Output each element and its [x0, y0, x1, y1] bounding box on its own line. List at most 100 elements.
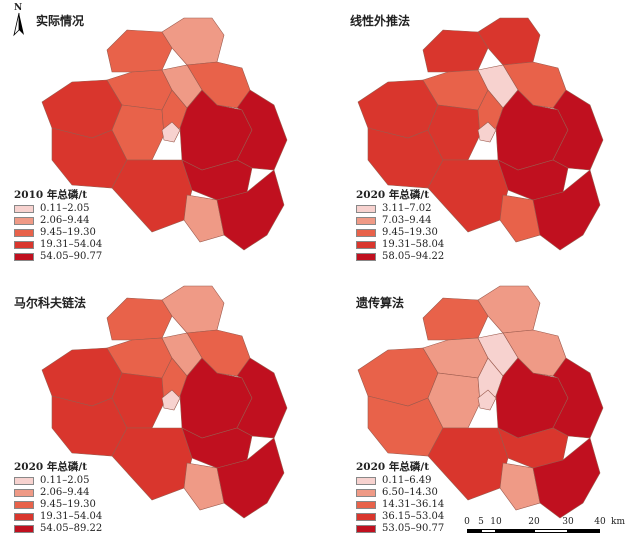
legend-label: 36.15–53.04 [382, 511, 445, 522]
legend-swatch [14, 488, 34, 497]
legend-item: 2.06–9.44 [14, 487, 102, 498]
legend-label: 54.05–89.22 [40, 523, 103, 534]
map-region [477, 121, 497, 143]
legend: 2020 年总磷/t 0.11–6.49 6.50–14.30 14.31–36… [356, 462, 444, 535]
legend-label: 7.03–9.44 [382, 215, 432, 226]
north-label: N [14, 3, 23, 13]
choropleth-map-linear [357, 17, 604, 251]
legend-item: 53.05–90.77 [356, 523, 444, 534]
map-region [236, 89, 288, 171]
map-regions [357, 285, 604, 519]
legend-swatch [356, 512, 376, 521]
legend-item: 9.45–19.30 [14, 499, 102, 510]
legend-swatch [356, 488, 376, 497]
scale-tick: 5 [478, 517, 484, 527]
map-region [552, 89, 604, 171]
map-region [499, 194, 541, 243]
map-panel-genetic: 遗传算法 2020 年总磷/t 0.11–6.49 6.50–14.30 14.… [316, 268, 632, 536]
map-region [477, 389, 497, 411]
scale-segment [481, 529, 496, 533]
legend-label: 58.05–94.22 [382, 251, 445, 262]
map-region [181, 159, 253, 201]
map-region [106, 29, 173, 73]
map-region [183, 194, 225, 243]
legend-swatch [356, 228, 376, 237]
legend-item: 19.31–54.04 [14, 511, 102, 522]
legend-swatch [356, 524, 376, 533]
north-arrow: N [12, 3, 26, 37]
map-panel-actual: N 实际情况 2010 年总磷/t 0.11–2.05 2.06–9.44 9.… [0, 0, 316, 268]
map-region [111, 427, 193, 501]
legend-label: 6.50–14.30 [382, 487, 438, 498]
scale-tick: 30 [562, 517, 574, 527]
legend-label: 14.31–36.14 [382, 499, 445, 510]
legend-swatch [356, 252, 376, 261]
map-region [161, 17, 225, 66]
scale-segment [534, 529, 568, 533]
scale-segment [496, 529, 534, 533]
legend-swatch [356, 476, 376, 485]
legend-title: 2010 年总磷/t [14, 189, 88, 201]
map-region [497, 159, 569, 201]
panel-title: 遗传算法 [356, 296, 405, 310]
map-region [532, 169, 601, 251]
panel-title: 线性外推法 [350, 14, 411, 28]
legend-title: 2020 年总磷/t [356, 461, 430, 473]
scale-segment [467, 529, 481, 533]
legend-label: 9.45–19.30 [40, 227, 96, 238]
legend-swatch [14, 500, 34, 509]
legend-swatch [14, 216, 34, 225]
scale-unit: km [611, 517, 625, 527]
legend-label: 0.11–6.49 [382, 475, 432, 486]
legend-label: 19.31–54.04 [40, 239, 103, 250]
legend-item: 58.05–94.22 [356, 251, 444, 262]
choropleth-map-markov [41, 285, 288, 519]
scale-tick: 40 [594, 517, 606, 527]
legend-swatch [14, 476, 34, 485]
legend-item: 19.31–54.04 [14, 239, 102, 250]
map-region [161, 121, 181, 143]
panel-title: 实际情况 [36, 14, 85, 28]
legend-swatch [356, 240, 376, 249]
legend: 2020 年总磷/t 0.11–2.05 2.06–9.44 9.45–19.3… [14, 462, 102, 535]
panel-title: 马尔科夫链法 [14, 296, 87, 310]
legend-item: 2.06–9.44 [14, 215, 102, 226]
legend-title: 2020 年总磷/t [14, 461, 88, 473]
map-region [181, 427, 253, 469]
map-region [111, 159, 193, 233]
legend-swatch [14, 204, 34, 213]
map-region [477, 285, 541, 334]
legend-item: 9.45–19.30 [14, 227, 102, 238]
legend-item: 0.11–2.05 [14, 475, 102, 486]
legend-swatch [14, 252, 34, 261]
map-region [106, 297, 173, 341]
map-region [216, 169, 285, 251]
scale-tick: 10 [490, 517, 502, 527]
legend-label: 2.06–9.44 [40, 215, 90, 226]
legend-swatch [356, 500, 376, 509]
legend-label: 9.45–19.30 [382, 227, 438, 238]
legend-item: 0.11–2.05 [14, 203, 102, 214]
legend-swatch [14, 240, 34, 249]
map-regions [41, 17, 288, 251]
map-region [532, 437, 601, 519]
legend-item: 7.03–9.44 [356, 215, 444, 226]
legend-label: 0.11–2.05 [40, 475, 90, 486]
legend-label: 19.31–58.04 [382, 239, 445, 250]
map-region [236, 357, 288, 439]
map-region [477, 17, 541, 66]
map-panel-linear: 线性外推法 2020 年总磷/t 3.11–7.02 7.03–9.44 9.4… [316, 0, 632, 268]
legend-item: 36.15–53.04 [356, 511, 444, 522]
legend-item: 19.31–58.04 [356, 239, 444, 250]
scale-bar: 0 5 10 20 30 40 km [463, 517, 625, 535]
legend-item: 0.11–6.49 [356, 475, 444, 486]
legend-label: 19.31–54.04 [40, 511, 103, 522]
legend-label: 54.05–90.77 [40, 251, 103, 262]
legend-item: 54.05–89.22 [14, 523, 102, 534]
legend-item: 6.50–14.30 [356, 487, 444, 498]
map-panel-markov: 马尔科夫链法 2020 年总磷/t 0.11–2.05 2.06–9.44 9.… [0, 268, 316, 536]
map-region [497, 427, 569, 469]
map-region [161, 389, 181, 411]
scale-segment [568, 529, 600, 533]
scale-tick: 0 [464, 517, 470, 527]
